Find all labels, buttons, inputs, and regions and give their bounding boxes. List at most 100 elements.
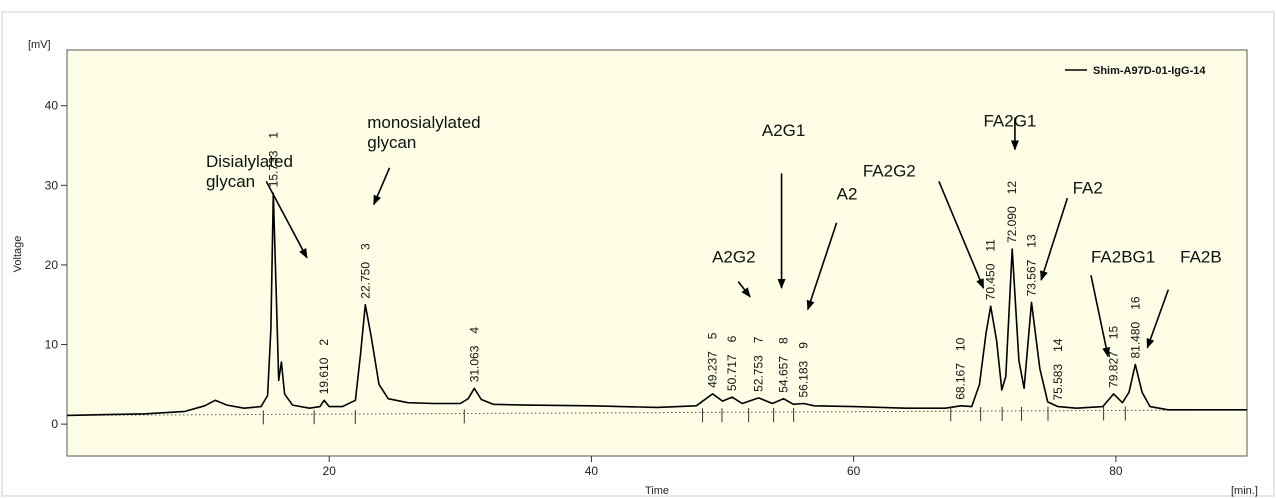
annotation-arrow — [737, 281, 751, 298]
peak-retention-time: 22.750 — [358, 262, 372, 299]
peak-retention-time: 79.827 — [1107, 351, 1121, 388]
annotation-arrow — [373, 167, 391, 206]
y-tick-label: 30 — [45, 178, 59, 192]
peak-number: 6 — [725, 335, 739, 342]
peak-retention-time: 70.450 — [984, 263, 998, 300]
annotation-arrow — [265, 180, 308, 259]
x-tick-label: 60 — [847, 464, 861, 478]
y-axis-title: Voltage — [12, 236, 24, 273]
peak-label: 50.717 6 — [725, 335, 739, 391]
x-unit-label: [min.] — [1231, 485, 1258, 497]
annotation-line: glycan — [367, 133, 416, 152]
glycan-annotation: FA2G1 — [983, 111, 1036, 130]
x-axis-title: Time — [645, 485, 669, 497]
glycan-annotation: A2G1 — [762, 121, 805, 140]
glycan-annotation: FA2BG1 — [1091, 248, 1155, 267]
peak-label: 81.480 16 — [1128, 296, 1142, 358]
peak-retention-time: 73.567 — [1025, 259, 1039, 296]
peak-label: 75.583 14 — [1051, 338, 1065, 400]
glycan-annotation: A2G2 — [712, 248, 755, 267]
y-tick-label: 0 — [51, 417, 58, 431]
peak-label: 54.657 8 — [777, 337, 791, 393]
peak-label: 49.237 5 — [706, 332, 720, 388]
peak-label: 56.183 9 — [797, 342, 811, 398]
peak-retention-time: 31.063 — [467, 345, 481, 382]
axes: 20 40 60 80 0 10 20 30 40 — [45, 99, 1123, 478]
y-tick-label: 40 — [45, 99, 59, 113]
annotation-line: glycan — [206, 172, 255, 191]
peak-label: 73.567 13 — [1025, 234, 1039, 296]
chart-frame — [1, 11, 1275, 497]
peak-label: 19.610 2 — [317, 339, 331, 395]
annotation-arrow — [1090, 275, 1111, 358]
peak-retention-time: 75.583 — [1051, 364, 1065, 401]
annotation-line: monosialylated — [367, 113, 480, 132]
series-line — [66, 192, 1247, 417]
peak-retention-time: 15.733 — [266, 150, 280, 187]
annotation-line: FA2G1 — [983, 111, 1036, 130]
annotation-arrow — [1146, 289, 1170, 349]
plot-area — [66, 49, 1248, 457]
peak-label: 72.090 12 — [1005, 181, 1019, 243]
peak-retention-time: 81.480 — [1128, 321, 1142, 358]
peak-number: 15 — [1107, 326, 1121, 340]
peak-retention-time: 52.753 — [752, 355, 766, 392]
glycan-annotation: Disialylated glycan — [206, 152, 293, 191]
peak-number: 11 — [984, 239, 998, 252]
annotation-line: Disialylated — [206, 152, 293, 171]
peak-layer: 15.733 1 19.610 2 22.750 3 31.063 4 49.237 5 50.71… — [262, 132, 1142, 425]
annotation-line: FA2 — [1073, 178, 1103, 197]
annotation-line: FA2BG1 — [1091, 248, 1155, 267]
x-tick-label: 20 — [323, 464, 337, 478]
peak-number: 4 — [467, 327, 481, 334]
legend-label: Shim-A97D-01-IgG-14 — [1093, 65, 1206, 77]
peak-number: 13 — [1025, 234, 1039, 248]
peak-number: 14 — [1051, 338, 1065, 352]
peak-retention-time: 50.717 — [725, 354, 739, 391]
peak-retention-time: 56.183 — [797, 360, 811, 397]
peak-number: 2 — [317, 339, 331, 346]
peak-label: 31.063 4 — [467, 327, 481, 383]
y-tick-label: 20 — [45, 258, 59, 272]
peak-number: 16 — [1128, 296, 1142, 310]
peak-number: 1 — [266, 132, 280, 139]
peak-retention-time: 49.237 — [706, 351, 720, 388]
peak-number: 12 — [1005, 181, 1019, 195]
peak-label: 15.733 1 — [266, 132, 280, 188]
peak-retention-time: 54.657 — [777, 356, 791, 393]
annotation-line: FA2B — [1180, 248, 1222, 267]
peak-number: 5 — [706, 332, 720, 339]
peak-number: 9 — [797, 342, 811, 349]
peak-number: 3 — [358, 243, 372, 250]
y-unit-label: [mV] — [28, 39, 51, 51]
glycan-annotation: FA2G2 — [863, 162, 916, 181]
annotation-arrow — [1040, 197, 1069, 282]
peak-retention-time: 72.090 — [1005, 206, 1019, 243]
peak-label: 52.753 7 — [752, 336, 766, 392]
peak-label: 22.750 3 — [358, 243, 372, 299]
series-layer — [66, 192, 1247, 417]
peak-label: 70.450 11 — [984, 239, 998, 300]
annotation-arrow — [806, 222, 838, 311]
annotation-line: FA2G2 — [863, 162, 916, 181]
legend: Shim-A97D-01-IgG-14 — [1065, 65, 1206, 77]
annotation-arrow — [938, 181, 985, 289]
glycan-annotation: A2 — [837, 185, 858, 204]
peak-number: 10 — [954, 337, 968, 351]
peak-label: 68.167 10 — [954, 337, 968, 399]
x-tick-label: 80 — [1109, 464, 1123, 478]
annotation-line: A2G2 — [712, 248, 755, 267]
annotation-line: A2 — [837, 185, 858, 204]
glycan-annotation: FA2 — [1073, 178, 1103, 197]
glycan-annotation: FA2B — [1180, 248, 1222, 267]
peak-retention-time: 19.610 — [317, 357, 331, 394]
annotation-line: A2G1 — [762, 121, 805, 140]
x-tick-label: 40 — [585, 464, 599, 478]
y-tick-label: 10 — [45, 338, 59, 352]
peak-retention-time: 68.167 — [954, 363, 968, 400]
peak-label: 79.827 15 — [1107, 326, 1121, 388]
peak-number: 7 — [752, 336, 766, 343]
glycan-annotation: monosialylated glycan — [367, 113, 480, 152]
